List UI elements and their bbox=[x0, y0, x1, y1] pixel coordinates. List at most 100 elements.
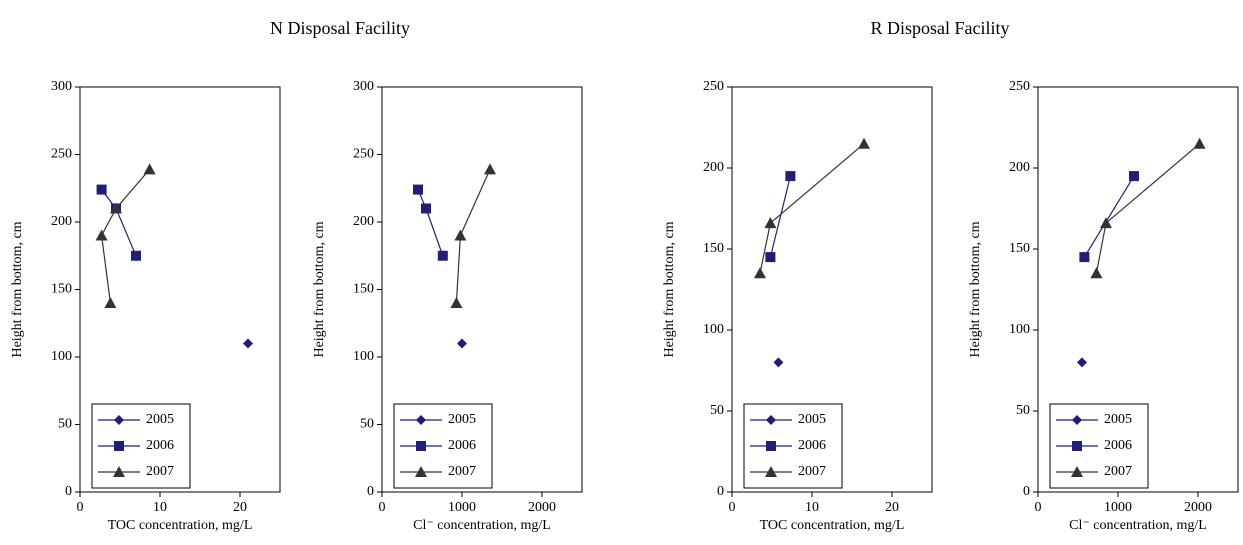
marker bbox=[1072, 441, 1082, 451]
y-tick-label: 200 bbox=[703, 160, 724, 175]
y-tick-label: 150 bbox=[353, 282, 374, 297]
marker bbox=[437, 250, 448, 261]
marker bbox=[416, 415, 426, 425]
marker bbox=[1090, 267, 1103, 279]
legend-label: 2007 bbox=[1104, 464, 1132, 479]
marker bbox=[457, 338, 467, 349]
marker bbox=[110, 202, 122, 214]
x-tick-label: 20 bbox=[233, 500, 247, 515]
series-line bbox=[1095, 143, 1200, 274]
y-tick-label: 250 bbox=[353, 147, 374, 162]
y-tick-label: 0 bbox=[65, 484, 72, 499]
marker bbox=[785, 171, 796, 182]
legend-label: 2005 bbox=[798, 412, 826, 427]
y-tick-label: 150 bbox=[703, 241, 724, 256]
marker bbox=[454, 229, 467, 241]
series-line bbox=[101, 189, 137, 256]
series-line bbox=[759, 143, 865, 274]
marker bbox=[243, 338, 253, 349]
marker bbox=[450, 297, 463, 308]
marker bbox=[1072, 415, 1082, 425]
y-tick-label: 50 bbox=[710, 403, 724, 418]
x-axis-label: Cl⁻ concentration, mg/L bbox=[1069, 518, 1207, 533]
y-axis-label: Height from bottom, cm bbox=[10, 221, 25, 357]
x-tick-label: 2000 bbox=[1184, 500, 1212, 515]
x-axis-label: TOC concentration, mg/L bbox=[760, 518, 905, 533]
y-tick-label: 250 bbox=[703, 79, 724, 94]
y-tick-label: 200 bbox=[51, 214, 72, 229]
marker bbox=[104, 297, 117, 308]
marker bbox=[1077, 357, 1087, 368]
marker bbox=[114, 415, 124, 425]
y-axis-label: Height from bottom, cm bbox=[968, 221, 983, 357]
legend-label: 2007 bbox=[146, 464, 174, 479]
x-tick-label: 2000 bbox=[528, 500, 556, 515]
y-tick-label: 50 bbox=[58, 417, 72, 432]
y-tick-label: 100 bbox=[51, 349, 72, 364]
y-tick-label: 250 bbox=[1009, 79, 1030, 94]
x-axis-label: TOC concentration, mg/L bbox=[108, 518, 253, 533]
series-line bbox=[769, 175, 791, 258]
y-tick-label: 0 bbox=[367, 484, 374, 499]
y-tick-label: 100 bbox=[353, 349, 374, 364]
y-tick-label: 100 bbox=[703, 322, 724, 337]
y-axis-label: Height from bottom, cm bbox=[662, 221, 677, 357]
marker bbox=[765, 466, 777, 477]
marker bbox=[96, 184, 107, 195]
y-tick-label: 50 bbox=[1016, 403, 1030, 418]
marker bbox=[754, 267, 766, 279]
legend-label: 2005 bbox=[448, 412, 476, 427]
legend-label: 2005 bbox=[146, 412, 174, 427]
marker bbox=[766, 441, 776, 451]
legend-label: 2006 bbox=[146, 438, 174, 453]
series-line bbox=[1083, 175, 1135, 258]
marker bbox=[484, 163, 496, 175]
marker bbox=[1079, 252, 1090, 263]
x-tick-label: 0 bbox=[379, 500, 386, 515]
group-title: R Disposal Facility bbox=[871, 18, 1010, 38]
y-tick-label: 250 bbox=[51, 147, 72, 162]
marker bbox=[413, 184, 423, 195]
marker bbox=[766, 415, 776, 425]
y-axis-label: Height from bottom, cm bbox=[312, 221, 327, 357]
x-tick-label: 1000 bbox=[448, 500, 476, 515]
marker bbox=[858, 137, 870, 149]
plot-frame bbox=[731, 86, 933, 493]
marker bbox=[131, 250, 141, 261]
marker bbox=[764, 217, 777, 229]
y-tick-label: 150 bbox=[1009, 241, 1030, 256]
marker bbox=[773, 357, 784, 368]
legend-label: 2007 bbox=[798, 464, 826, 479]
marker bbox=[421, 203, 431, 214]
x-axis-label: Cl⁻ concentration, mg/L bbox=[413, 518, 551, 533]
legend-label: 2005 bbox=[1104, 412, 1132, 427]
legend-label: 2007 bbox=[448, 464, 476, 479]
marker bbox=[143, 163, 156, 175]
x-tick-label: 1000 bbox=[1104, 500, 1132, 515]
group-title: N Disposal Facility bbox=[270, 18, 410, 38]
marker bbox=[416, 441, 426, 451]
marker bbox=[95, 229, 108, 241]
legend-label: 2006 bbox=[798, 438, 826, 453]
x-tick-label: 0 bbox=[1035, 500, 1042, 515]
y-tick-label: 200 bbox=[353, 214, 374, 229]
marker bbox=[1100, 217, 1112, 229]
y-tick-label: 50 bbox=[360, 417, 374, 432]
series-line bbox=[417, 189, 444, 256]
marker bbox=[114, 441, 124, 451]
y-tick-label: 300 bbox=[51, 79, 72, 94]
x-tick-label: 10 bbox=[805, 500, 819, 515]
marker bbox=[765, 252, 776, 263]
x-tick-label: 20 bbox=[885, 500, 899, 515]
series-line bbox=[100, 168, 151, 304]
marker bbox=[113, 466, 125, 477]
y-tick-label: 150 bbox=[51, 282, 72, 297]
x-tick-label: 10 bbox=[153, 500, 167, 515]
marker bbox=[1071, 466, 1083, 477]
marker bbox=[1193, 137, 1206, 149]
marker bbox=[415, 466, 427, 477]
y-tick-label: 0 bbox=[1023, 484, 1030, 499]
legend-label: 2006 bbox=[448, 438, 476, 453]
plot-frame bbox=[1037, 86, 1239, 493]
